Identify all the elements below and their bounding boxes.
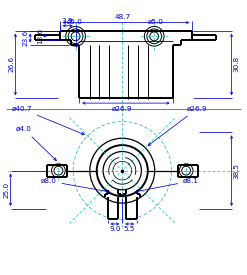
Text: 3.5: 3.5 [62,18,73,24]
Text: ø40.7: ø40.7 [11,106,84,135]
Text: 48.7: 48.7 [114,14,130,20]
Text: ø8.1: ø8.1 [135,178,199,193]
Text: 23.6: 23.6 [23,30,29,46]
Text: ø5.0: ø5.0 [66,19,82,25]
Text: 30.8: 30.8 [233,56,239,73]
Text: 38.5: 38.5 [233,163,239,179]
Text: ø4.0: ø4.0 [16,126,56,161]
Text: 9.0: 9.0 [109,226,121,232]
Text: 25.0: 25.0 [3,182,9,198]
Text: 13.6: 13.6 [38,28,43,44]
Text: ø5.0: ø5.0 [147,19,163,25]
Text: ø8.0: ø8.0 [41,178,109,193]
Text: 26.6: 26.6 [8,56,14,73]
Text: ø26.9: ø26.9 [148,106,207,145]
Text: 5.5: 5.5 [124,226,135,232]
Text: ø26.9: ø26.9 [112,106,133,112]
